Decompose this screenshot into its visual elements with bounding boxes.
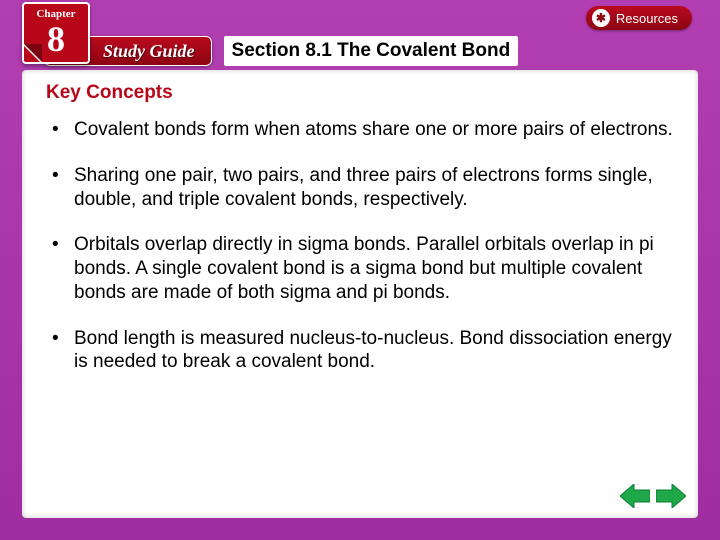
bullet-item: Orbitals overlap directly in sigma bonds… [46,233,674,304]
prev-arrow-icon[interactable] [620,484,650,508]
bullet-item: Bond length is measured nucleus-to-nucle… [46,327,674,375]
resources-button[interactable]: ✱ Resources [586,6,692,30]
chapter-badge-bg: Chapter 8 [22,2,90,64]
section-title: Section 8.1 The Covalent Bond [224,36,519,66]
bullet-list: Covalent bonds form when atoms share one… [46,118,674,374]
nav-arrows [620,484,686,508]
content-panel: Key Concepts Covalent bonds form when at… [22,70,698,518]
slide: ✱ Resources Chapter 8 Study Guide Sectio… [0,0,720,540]
badge-fold-inner [24,44,42,62]
chapter-badge: Chapter 8 [22,2,90,64]
resources-label: Resources [616,11,678,26]
title-row: Study Guide Section 8.1 The Covalent Bon… [22,34,698,68]
next-arrow-icon[interactable] [656,484,686,508]
bullet-item: Sharing one pair, two pairs, and three p… [46,164,674,212]
resources-icon: ✱ [592,9,610,27]
key-concepts-heading: Key Concepts [46,82,674,104]
bullet-item: Covalent bonds form when atoms share one… [46,118,674,142]
